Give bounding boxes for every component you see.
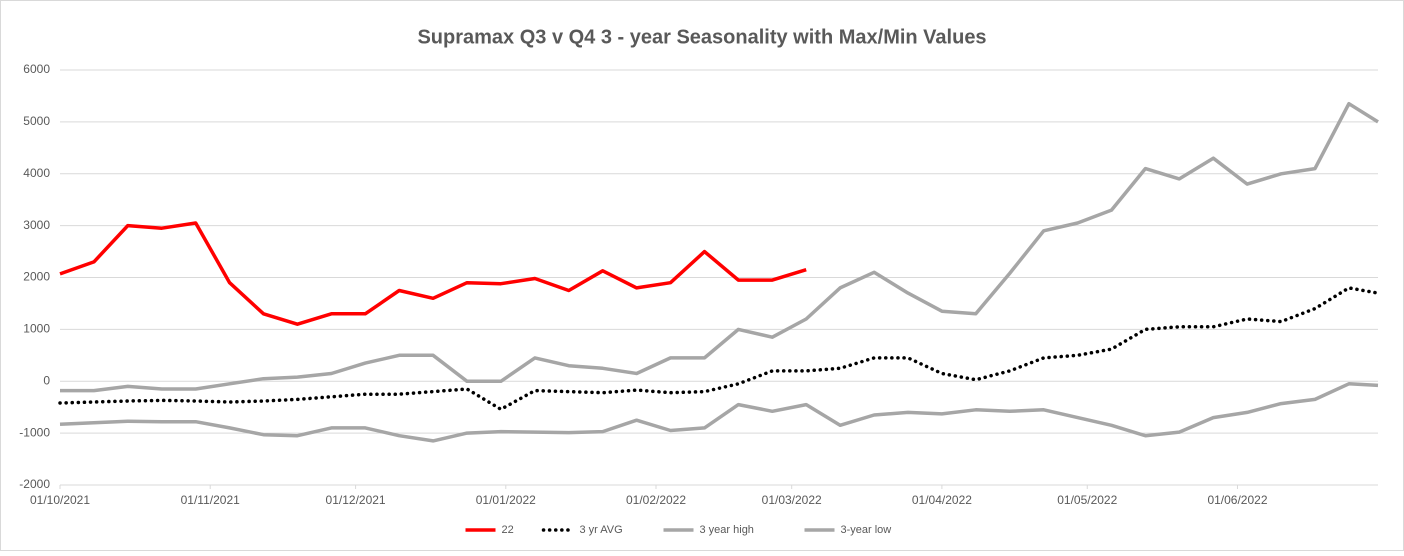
legend-label: 3-year low <box>841 524 892 536</box>
y-tick-label: 4000 <box>23 166 50 180</box>
y-tick-label: 2000 <box>23 270 50 284</box>
x-tick-label: 01/10/2021 <box>30 493 90 507</box>
x-tick-label: 01/04/2022 <box>912 493 972 507</box>
x-tick-label: 01/12/2021 <box>326 493 386 507</box>
series-line <box>59 221 807 326</box>
y-tick-label: -1000 <box>19 425 50 439</box>
y-tick-label: 5000 <box>23 114 50 128</box>
legend-label: 3 yr AVG <box>580 524 623 536</box>
x-tick-label: 01/03/2022 <box>762 493 822 507</box>
x-tick-label: 01/06/2022 <box>1207 493 1267 507</box>
series-line <box>60 101 1379 393</box>
x-tick-label: 01/01/2022 <box>476 493 536 507</box>
x-tick-label: 01/11/2021 <box>181 493 240 507</box>
x-tick-label: 01/02/2022 <box>626 493 686 507</box>
legend-label: 3 year high <box>700 524 754 536</box>
y-tick-label: 0 <box>43 373 50 387</box>
y-tick-label: 1000 <box>23 322 50 336</box>
y-tick-label: -2000 <box>19 477 50 491</box>
y-tick-label: 6000 <box>23 62 50 76</box>
y-tick-label: 3000 <box>23 218 50 232</box>
series-line <box>58 286 1380 412</box>
chart-title: Supramax Q3 v Q4 3 - year Seasonality wi… <box>417 26 986 48</box>
legend-label: 22 <box>502 524 514 536</box>
series-line <box>59 382 1379 443</box>
x-tick-label: 01/05/2022 <box>1057 493 1117 507</box>
